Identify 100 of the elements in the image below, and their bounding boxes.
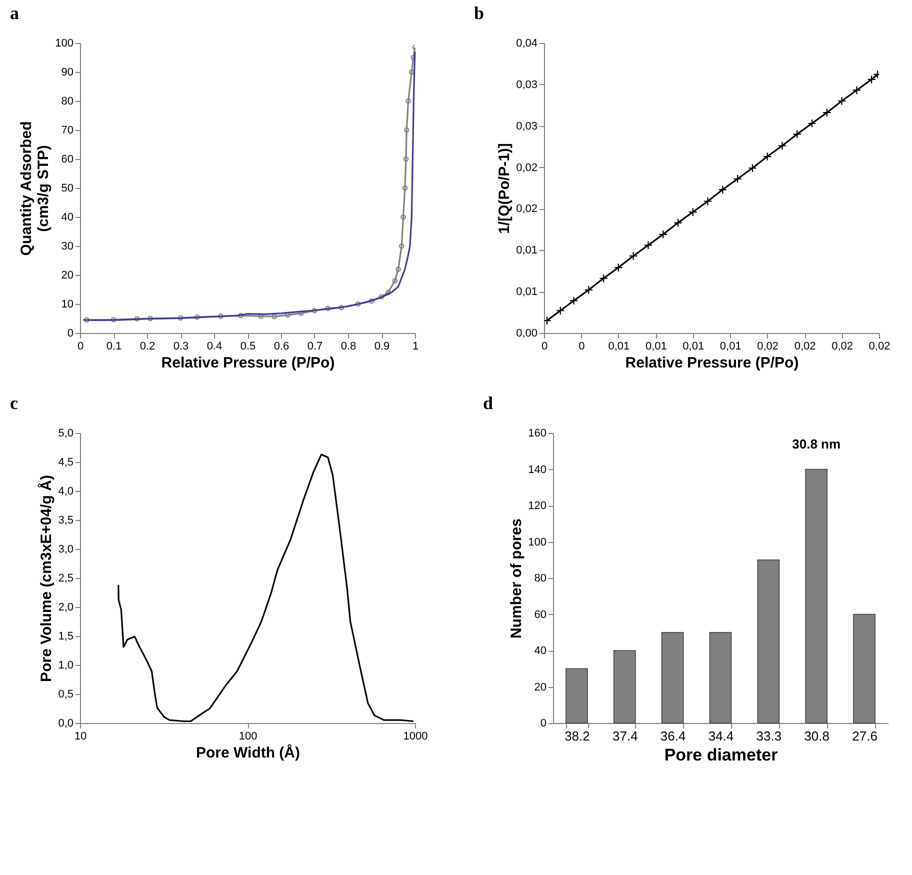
point	[748, 164, 757, 173]
x-tick-label: 0,01	[682, 340, 704, 352]
x-tick-label: 1000	[403, 730, 428, 742]
point	[808, 118, 816, 128]
point	[298, 310, 304, 316]
y-tick-label: 0	[540, 718, 546, 730]
y-axis-title: Number of pores	[508, 518, 526, 639]
y-tick-label: 120	[528, 500, 546, 512]
y-tick-label: 5,0	[58, 428, 74, 440]
x-axis-title: Pore Width (Å)	[196, 744, 300, 762]
x-tick-label: 0	[578, 340, 585, 352]
y-tick-label: 100	[55, 38, 74, 50]
y-tick-label: 0,01	[516, 286, 538, 298]
y-tick-label: 0,02	[516, 203, 538, 216]
point	[628, 252, 638, 260]
y-tick-label: 0,03	[516, 120, 538, 132]
point	[614, 263, 623, 272]
chart-title: a	[10, 3, 19, 23]
y-tick-label: 4,5	[58, 456, 74, 468]
x-tick-label: 0.1	[106, 340, 122, 352]
y-tick-label: 4,0	[58, 486, 74, 498]
point	[238, 312, 244, 318]
x-tick-label: 0.7	[307, 340, 323, 352]
point	[408, 69, 414, 75]
y-tick-label: 40	[61, 212, 74, 224]
x-tick-label: 0,01	[645, 340, 667, 352]
y-tick-label: 3,0	[58, 544, 74, 556]
x-tick-label: 0.6	[274, 340, 290, 352]
point	[404, 127, 410, 133]
point	[402, 185, 408, 191]
point	[674, 218, 682, 228]
y-tick-label: 0,02	[516, 162, 538, 174]
y-tick-label: 0,03	[516, 78, 538, 91]
x-tick-label: 30.8	[804, 728, 830, 744]
x-tick-label: 0,02	[868, 340, 890, 352]
point	[110, 316, 116, 322]
x-axis-title: Pore diameter	[664, 746, 778, 764]
point	[338, 304, 344, 310]
point	[569, 296, 578, 306]
chart-title: b	[474, 3, 484, 23]
x-tick-label: 27.6	[852, 728, 878, 744]
chart-title: d	[483, 393, 494, 413]
point	[733, 174, 742, 184]
point	[368, 298, 374, 304]
point	[396, 266, 401, 272]
point	[556, 306, 565, 316]
y-tick-label: 1,0	[58, 660, 74, 672]
x-tick-label: 33.3	[756, 728, 782, 744]
y-tick-label: 2,0	[58, 602, 74, 614]
x-tick-label: 0,02	[794, 340, 816, 352]
y-tick-label: 70	[61, 124, 74, 136]
y-tick-label: 60	[61, 154, 74, 166]
x-tick-label: 34.4	[708, 728, 734, 744]
y-tick-label: 0	[67, 328, 74, 340]
point	[718, 185, 728, 194]
x-tick-label: 10	[74, 730, 87, 742]
x-tick-label: 0,02	[757, 340, 779, 352]
point	[400, 214, 406, 220]
y-tick-label: 50	[61, 182, 74, 194]
y-axis-title: Quantity Adsorbed (cm3/g STP)	[18, 121, 52, 256]
x-tick-label: 0.4	[206, 340, 222, 352]
x-tick-label: 1	[412, 340, 419, 352]
point	[148, 316, 154, 322]
chart-title: c	[10, 393, 18, 413]
y-axis-title: Pore Volume (cm3xE+04/g Å)	[37, 475, 56, 682]
y-tick-label: 0,04	[516, 38, 538, 50]
y-tick-label: 30	[61, 240, 74, 252]
y-tick-label: 10	[61, 298, 74, 310]
point	[644, 240, 653, 250]
y-tick-label: 0,01	[516, 244, 538, 257]
y-tick-label: 0,0	[58, 718, 74, 730]
x-tick-label: 100	[238, 730, 258, 742]
y-tick-label: 80	[534, 572, 546, 584]
point	[178, 315, 184, 321]
y-tick-label: 60	[534, 608, 546, 621]
point	[822, 108, 832, 118]
y-tick-label: 80	[61, 96, 74, 108]
point	[386, 290, 391, 296]
x-tick-label: 0.8	[340, 340, 356, 352]
y-tick-label: 0,5	[58, 688, 74, 700]
point	[688, 208, 698, 216]
point	[194, 314, 200, 320]
x-tick-label: 0,02	[832, 340, 853, 352]
point	[792, 130, 802, 139]
point	[398, 243, 404, 249]
y-tick-label: 100	[528, 536, 546, 548]
point	[703, 196, 712, 206]
y-tick-label: 90	[61, 66, 74, 78]
y-axis-title: 1/[Q(Po/P-1)]	[496, 143, 514, 234]
x-tick-label: 38.2	[564, 728, 590, 744]
y-tick-label: 0,00	[516, 328, 538, 340]
y-tick-label: 3,5	[58, 514, 74, 526]
point	[852, 86, 862, 95]
y-tick-label: 140	[528, 464, 546, 476]
point	[403, 156, 409, 162]
x-tick-label: 0,01	[608, 340, 630, 352]
x-axis-title: Relative Pressure (P/Po)	[161, 354, 335, 372]
y-tick-label: 1,5	[58, 630, 74, 642]
point	[392, 278, 398, 284]
y-tick-label: 2,5	[58, 572, 74, 584]
